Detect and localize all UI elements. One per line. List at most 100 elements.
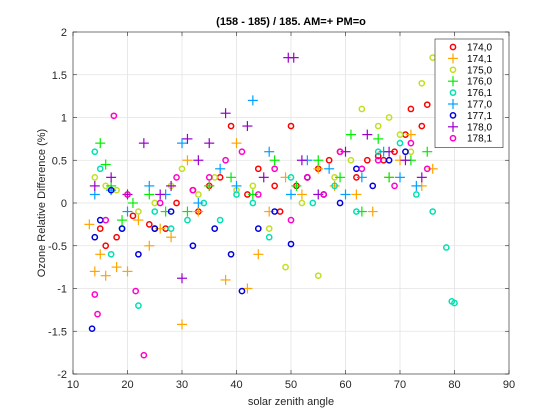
- data-point: [238, 287, 246, 295]
- data-point: [384, 172, 395, 183]
- data-point: [271, 165, 278, 173]
- data-point: [238, 148, 246, 156]
- data-point: [189, 186, 197, 194]
- data-point: [358, 165, 366, 173]
- data-point: [325, 156, 333, 164]
- data-point: [91, 291, 99, 298]
- data-point: [96, 225, 104, 232]
- data-point: [362, 129, 373, 140]
- chart-title: (158 - 185) / 185. AM=+ PM=o: [216, 16, 366, 28]
- legend-marker: [448, 76, 458, 87]
- data-point: [156, 199, 164, 207]
- data-point: [253, 249, 264, 260]
- series-178-1: [91, 112, 431, 359]
- legend-marker: [449, 43, 457, 51]
- data-point: [100, 270, 111, 281]
- data-point: [177, 138, 187, 149]
- x-tick-label: 90: [503, 379, 515, 391]
- y-tick-label: -0.5: [48, 241, 67, 253]
- legend-marker: [448, 53, 458, 64]
- data-point: [282, 263, 289, 271]
- data-point: [320, 191, 328, 198]
- data-point: [135, 208, 142, 215]
- data-point: [204, 180, 215, 191]
- data-point: [84, 219, 95, 230]
- data-point: [264, 146, 275, 157]
- data-point: [286, 189, 296, 200]
- legend-item: 174,0: [449, 43, 492, 54]
- data-point: [287, 122, 295, 130]
- data-point: [89, 266, 100, 277]
- data-point: [314, 272, 322, 280]
- legend-label: 178,1: [467, 134, 492, 145]
- data-point: [122, 266, 133, 277]
- legend: 174,0174,1175,0176,0176,1177,0177,1178,0…: [434, 38, 504, 148]
- data-point: [254, 165, 262, 173]
- legend-marker: [449, 134, 457, 142]
- data-point: [89, 189, 100, 200]
- data-point: [287, 216, 295, 224]
- data-point: [117, 215, 128, 226]
- data-point: [405, 129, 416, 140]
- data-point: [102, 242, 110, 250]
- data-point: [363, 156, 371, 164]
- data-point: [195, 191, 202, 198]
- data-point: [291, 180, 302, 191]
- data-point: [287, 240, 295, 248]
- y-tick-label: 0.5: [52, 155, 67, 167]
- x-tick-label: 60: [339, 379, 351, 391]
- data-point: [220, 108, 231, 119]
- series-176-0: [95, 129, 433, 226]
- data-point: [211, 225, 219, 232]
- data-point: [298, 199, 306, 207]
- axis-ticks: 10 20 30 40 50 60 70 80 90 -2 -1.5 -1 -0.5 0 0.5 1 1.5 2: [48, 27, 515, 391]
- data-point: [407, 105, 415, 113]
- data-point: [249, 182, 257, 190]
- data-point: [309, 199, 317, 207]
- legend-item: 174,1: [448, 53, 492, 65]
- data-point: [182, 206, 193, 217]
- x-axis-label: solar zenith angle: [248, 396, 334, 408]
- data-point: [345, 129, 356, 140]
- data-point: [215, 163, 226, 174]
- legend-box: [434, 38, 504, 148]
- data-point: [193, 198, 204, 208]
- data-point: [177, 273, 187, 284]
- series-176-1: [91, 139, 458, 309]
- data-point: [395, 172, 405, 183]
- data-point: [391, 182, 398, 190]
- data-point: [113, 233, 120, 241]
- legend-marker: [448, 99, 458, 109]
- data-point: [296, 155, 307, 166]
- data-point: [358, 105, 366, 113]
- data-point: [400, 155, 411, 166]
- data-point: [423, 101, 431, 109]
- data-point: [418, 122, 426, 130]
- data-point: [96, 165, 104, 173]
- data-point: [205, 174, 213, 181]
- legend-marker: [449, 89, 457, 96]
- y-tick-label: 0: [61, 198, 67, 210]
- data-point: [204, 138, 215, 149]
- data-point: [347, 156, 355, 164]
- data-point: [227, 250, 235, 258]
- data-point: [151, 225, 159, 232]
- data-point: [418, 79, 426, 87]
- data-point: [451, 299, 458, 307]
- data-point: [258, 172, 269, 183]
- data-point: [324, 163, 335, 174]
- data-point: [288, 52, 299, 63]
- data-point: [416, 172, 427, 183]
- data-point: [336, 148, 344, 156]
- x-tick-label: 40: [230, 379, 242, 391]
- legend-marker: [449, 112, 457, 119]
- data-point: [356, 172, 367, 183]
- legend-item: 175,0: [449, 65, 492, 76]
- data-point: [91, 233, 99, 241]
- data-point: [182, 155, 193, 166]
- legend-label: 178,0: [467, 122, 492, 133]
- data-point: [271, 182, 278, 190]
- data-point: [184, 216, 191, 224]
- data-point: [88, 325, 96, 333]
